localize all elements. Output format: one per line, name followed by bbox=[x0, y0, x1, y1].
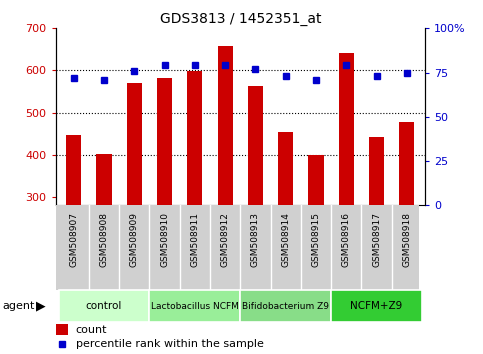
Text: Bifidobacterium Z9: Bifidobacterium Z9 bbox=[242, 302, 329, 311]
Text: GSM508908: GSM508908 bbox=[99, 212, 109, 267]
Bar bbox=[149, 290, 241, 322]
Bar bbox=[331, 290, 422, 322]
Text: GSM508907: GSM508907 bbox=[69, 212, 78, 267]
Text: GSM508911: GSM508911 bbox=[190, 212, 199, 267]
Text: GSM508915: GSM508915 bbox=[312, 212, 321, 267]
Text: GSM508909: GSM508909 bbox=[130, 212, 139, 267]
Bar bbox=[241, 290, 331, 322]
Bar bbox=[309, 155, 324, 205]
Bar bbox=[66, 135, 81, 205]
Text: GSM508917: GSM508917 bbox=[372, 212, 381, 267]
Bar bbox=[127, 83, 142, 205]
Text: GSM508914: GSM508914 bbox=[281, 212, 290, 267]
Text: GSM508916: GSM508916 bbox=[342, 212, 351, 267]
Text: GSM508913: GSM508913 bbox=[251, 212, 260, 267]
Title: GDS3813 / 1452351_at: GDS3813 / 1452351_at bbox=[159, 12, 321, 26]
Text: count: count bbox=[76, 325, 107, 335]
Bar bbox=[56, 324, 69, 335]
Bar bbox=[217, 46, 233, 205]
Text: NCFM+Z9: NCFM+Z9 bbox=[351, 301, 403, 311]
Text: GSM508910: GSM508910 bbox=[160, 212, 169, 267]
Bar bbox=[278, 132, 293, 205]
Bar bbox=[248, 86, 263, 205]
Bar bbox=[399, 122, 414, 205]
Bar bbox=[339, 53, 354, 205]
Text: percentile rank within the sample: percentile rank within the sample bbox=[76, 339, 264, 349]
Text: GSM508918: GSM508918 bbox=[402, 212, 412, 267]
Bar bbox=[58, 290, 149, 322]
Text: control: control bbox=[86, 301, 122, 311]
Text: GSM508912: GSM508912 bbox=[221, 212, 229, 267]
Text: ▶: ▶ bbox=[36, 300, 46, 313]
Bar bbox=[157, 79, 172, 205]
Text: Lactobacillus NCFM: Lactobacillus NCFM bbox=[151, 302, 239, 311]
Bar bbox=[97, 154, 112, 205]
Bar bbox=[369, 137, 384, 205]
Text: agent: agent bbox=[2, 301, 35, 311]
Bar bbox=[187, 71, 202, 205]
